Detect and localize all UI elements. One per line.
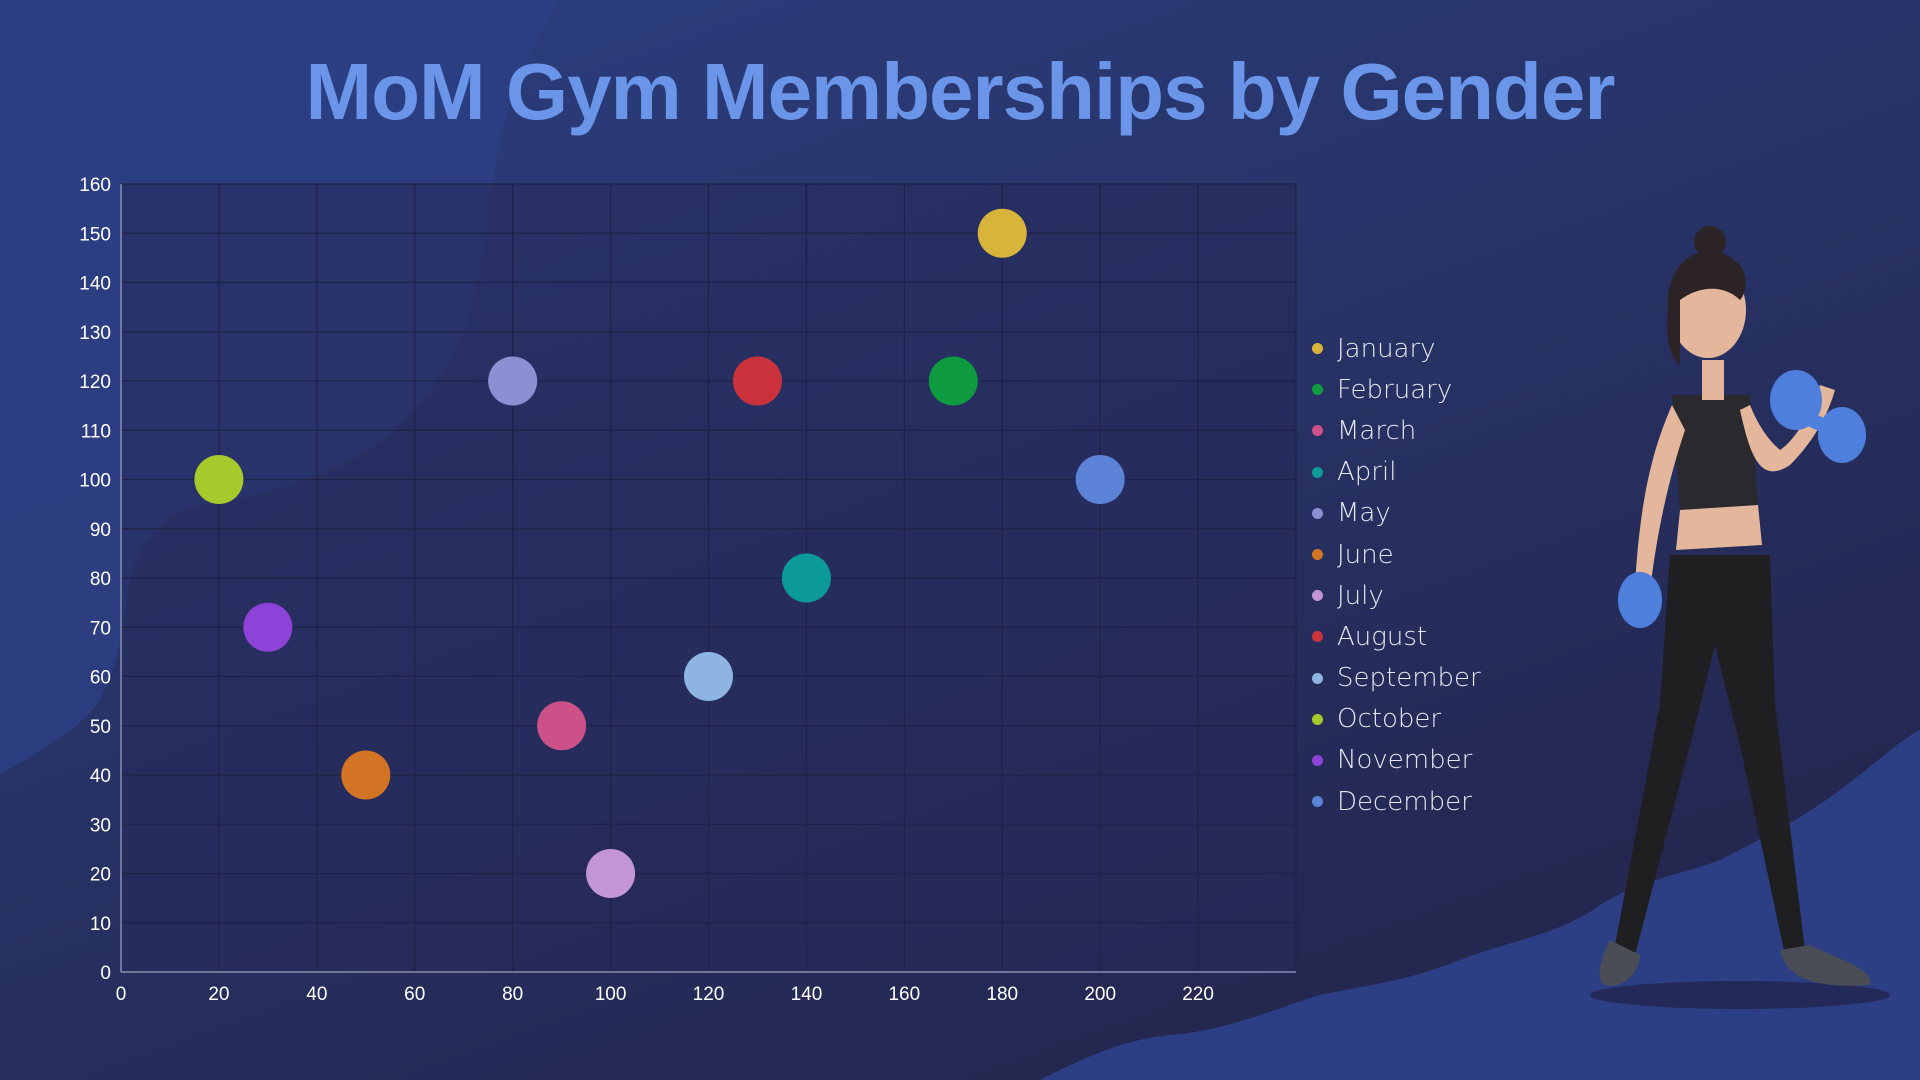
y-tick-label: 90 xyxy=(90,520,111,541)
data-point-february[interactable] xyxy=(928,356,978,406)
data-point-november[interactable] xyxy=(243,602,293,652)
x-tick-label: 60 xyxy=(404,984,425,1005)
y-tick-label: 100 xyxy=(79,471,111,492)
legend-label: June xyxy=(1337,539,1394,570)
data-point-august[interactable] xyxy=(732,356,782,406)
data-point-september[interactable] xyxy=(684,652,733,701)
legend-marker xyxy=(1312,672,1323,684)
data-point-december[interactable] xyxy=(1075,455,1125,504)
x-tick-label: 180 xyxy=(986,984,1018,1005)
legend-label: August xyxy=(1337,621,1428,652)
legend-item-october[interactable]: October xyxy=(1312,699,1481,740)
x-tick-label: 200 xyxy=(1084,984,1116,1005)
legend-item-august[interactable]: August xyxy=(1312,616,1481,657)
data-point-may[interactable] xyxy=(488,356,538,406)
legend-item-november[interactable]: November xyxy=(1312,740,1481,781)
legend-item-march[interactable]: March xyxy=(1312,410,1481,451)
x-tick-label: 160 xyxy=(888,984,920,1005)
legend-label: September xyxy=(1337,663,1481,694)
legend-item-january[interactable]: January xyxy=(1312,328,1481,369)
x-tick-label: 40 xyxy=(306,984,327,1005)
x-tick-label: 100 xyxy=(595,984,627,1005)
legend-marker xyxy=(1312,631,1323,643)
y-tick-label: 120 xyxy=(79,372,111,393)
x-axis-ticks: 0 20 40 60 80 100 120 140 160 180 200 220 xyxy=(116,984,1214,1005)
grid-lines xyxy=(120,183,1297,973)
legend-marker xyxy=(1312,549,1323,561)
legend-marker xyxy=(1312,384,1323,396)
x-tick-label: 120 xyxy=(693,984,725,1005)
legend-marker xyxy=(1312,507,1323,519)
legend-item-february[interactable]: February xyxy=(1312,369,1481,410)
chart-title: MoM Gym Memberships by Gender xyxy=(305,47,1615,136)
data-point-january[interactable] xyxy=(977,208,1027,258)
legend-item-december[interactable]: December xyxy=(1312,781,1481,822)
woman-with-dumbbells-illustration xyxy=(1590,226,1890,1009)
y-tick-label: 30 xyxy=(90,815,111,836)
legend-label: December xyxy=(1337,786,1472,817)
legend-label: April xyxy=(1337,457,1397,488)
data-point-july[interactable] xyxy=(586,849,636,898)
y-tick-label: 130 xyxy=(79,323,111,344)
legend-item-july[interactable]: July xyxy=(1312,575,1481,616)
y-axis-ticks: 0 10 20 30 40 50 60 70 80 90 100 110 120 130 140 150 160 xyxy=(79,175,111,984)
x-tick-label: 220 xyxy=(1182,984,1214,1005)
axes xyxy=(120,184,1296,973)
y-tick-label: 150 xyxy=(79,224,111,245)
legend-item-september[interactable]: September xyxy=(1312,658,1481,699)
legend-item-may[interactable]: May xyxy=(1312,493,1481,534)
y-tick-label: 10 xyxy=(90,914,111,935)
legend-marker xyxy=(1312,796,1323,808)
legend-marker xyxy=(1312,425,1323,437)
data-point-april[interactable] xyxy=(781,553,831,603)
legend-label: March xyxy=(1337,415,1417,446)
legend-item-april[interactable]: April xyxy=(1312,452,1481,493)
legend: January February March April May June July Augu… xyxy=(1312,328,1481,822)
y-tick-label: 20 xyxy=(90,865,111,886)
legend-label: November xyxy=(1337,745,1473,776)
legend-marker xyxy=(1312,713,1323,725)
y-tick-label: 0 xyxy=(100,963,111,984)
legend-marker xyxy=(1312,754,1323,766)
legend-label: May xyxy=(1337,498,1391,529)
legend-marker xyxy=(1312,590,1323,602)
y-tick-label: 40 xyxy=(90,766,111,787)
legend-marker xyxy=(1312,343,1323,355)
x-tick-label: 80 xyxy=(502,984,523,1005)
legend-label: July xyxy=(1337,580,1384,611)
legend-label: October xyxy=(1337,704,1442,735)
legend-label: January xyxy=(1337,333,1436,364)
legend-label: February xyxy=(1337,374,1453,405)
y-tick-label: 140 xyxy=(79,274,111,295)
y-tick-label: 80 xyxy=(90,569,111,590)
data-point-march[interactable] xyxy=(537,701,587,751)
y-tick-label: 160 xyxy=(79,175,111,196)
data-point-october[interactable] xyxy=(194,455,244,504)
y-tick-label: 70 xyxy=(90,618,111,639)
data-points xyxy=(194,208,1125,898)
x-tick-label: 0 xyxy=(116,984,127,1005)
y-tick-label: 50 xyxy=(90,717,111,738)
data-point-june[interactable] xyxy=(341,750,391,800)
x-tick-label: 20 xyxy=(208,984,229,1005)
scatter-chart: 0 20 40 60 80 100 120 140 160 180 200 220 0 10 20 30 40… xyxy=(79,175,1297,1005)
legend-item-june[interactable]: June xyxy=(1312,534,1481,575)
y-tick-label: 60 xyxy=(90,668,111,689)
x-tick-label: 140 xyxy=(791,984,823,1005)
legend-marker xyxy=(1312,466,1323,478)
y-tick-label: 110 xyxy=(81,421,111,442)
